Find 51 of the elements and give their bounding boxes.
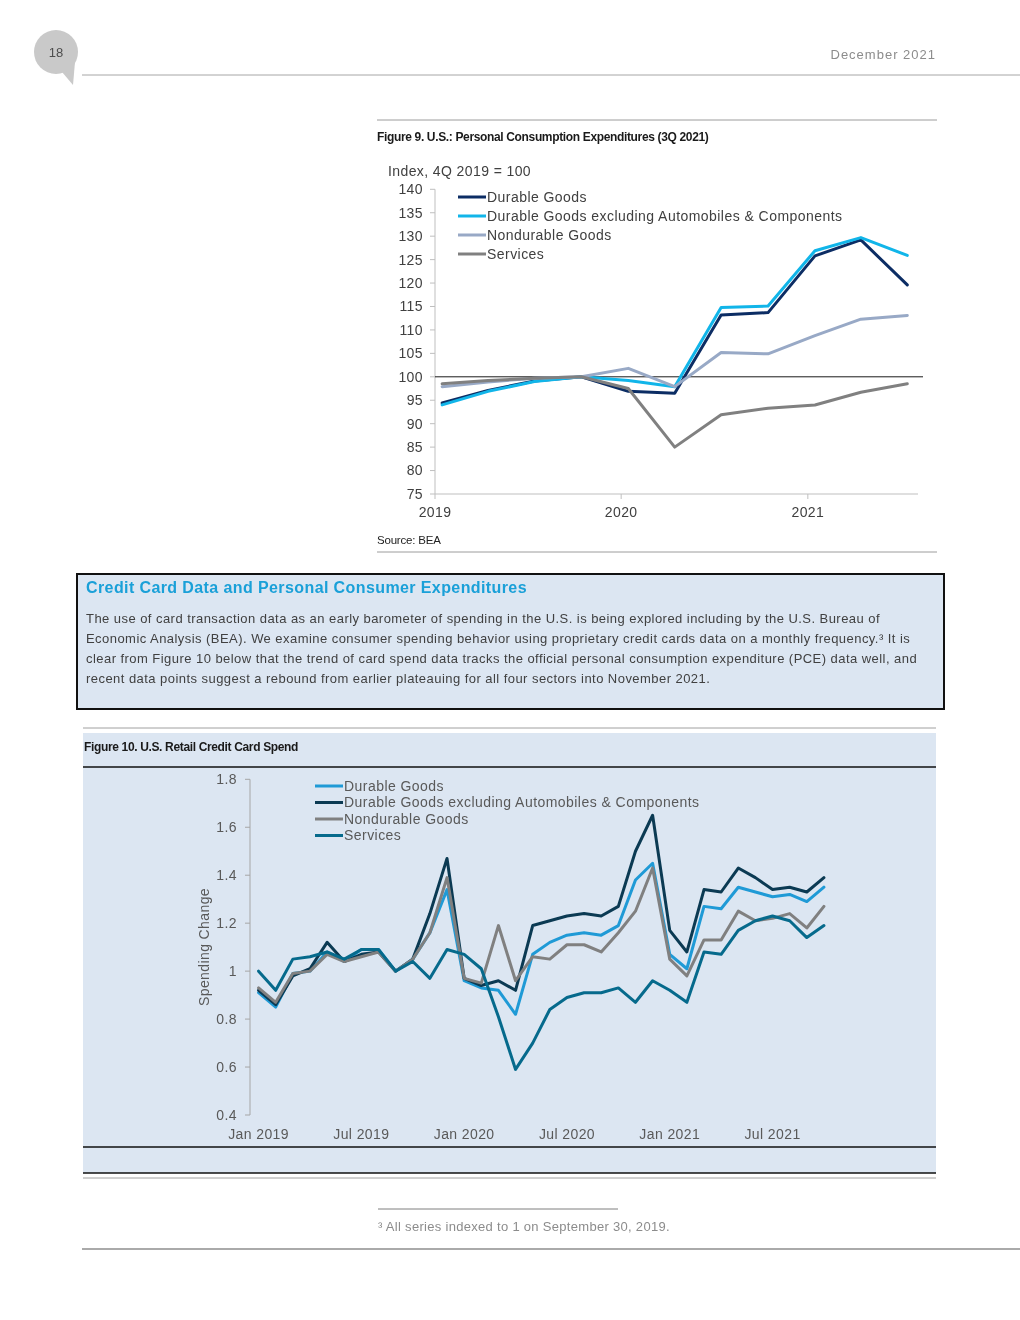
y-tick-label: 110	[399, 321, 423, 338]
legend-label: Durable Goods excluding Automobiles & Components	[487, 207, 843, 224]
y-tick-label: 95	[406, 392, 423, 409]
y-tick-label: 0.6	[216, 1058, 237, 1075]
y-tick-label: 100	[398, 368, 423, 385]
y-tick-label: 0.8	[216, 1010, 237, 1027]
y-axis-title: Spending Change	[196, 887, 212, 1007]
y-tick-label: 130	[398, 228, 423, 245]
chart-title: Figure 10. U.S. Retail Credit Card Spend	[84, 740, 299, 754]
x-tick-label: Jan 2020	[433, 1126, 495, 1142]
line-series	[257, 914, 826, 1071]
x-tick-label: Jul 2019	[333, 1126, 390, 1142]
y-tick-label: 1.2	[216, 915, 237, 932]
y-tick-label: 105	[398, 345, 423, 362]
y-tick-label: 135	[398, 204, 423, 221]
y-tick-label: 125	[398, 251, 423, 268]
y-tick-label: 1.8	[216, 771, 237, 788]
text: 18	[48, 45, 64, 60]
legend-label: Nondurable Goods	[344, 810, 469, 827]
x-tick-label: 2019	[418, 504, 452, 520]
x-tick-label: Jan 2019	[228, 1126, 289, 1142]
legend-label: Services	[487, 245, 545, 262]
y-tick-label: 80	[406, 462, 423, 479]
x-tick-label: 2020	[604, 504, 638, 520]
source-note: Source: BEA	[377, 534, 442, 546]
y-tick-label: 85	[406, 439, 423, 456]
legend-label: Durable Goods	[487, 188, 588, 205]
y-tick-label: 90	[406, 415, 423, 432]
y-axis-title: Index, 4Q 2019 = 100	[388, 163, 532, 179]
legend-label: Nondurable Goods	[487, 226, 612, 243]
y-tick-label: 140	[398, 181, 423, 198]
x-tick-label: Jan 2021	[639, 1126, 701, 1142]
x-tick-label: Jul 2021	[744, 1126, 801, 1142]
y-tick-label: 75	[406, 485, 423, 502]
legend-label: Durable Goods excluding Automobiles & Components	[344, 794, 700, 811]
chart-title: Figure 9. U.S.: Personal Consumption Expenditures (3Q 2021)	[377, 130, 709, 144]
y-tick-label: 120	[398, 274, 423, 291]
line-series	[440, 375, 909, 449]
x-tick-label: 2021	[791, 504, 825, 520]
y-tick-label: 115	[399, 298, 423, 315]
y-tick-label: 1.4	[216, 867, 237, 884]
text: Credit Card Data and Personal Consumer Expenditures	[86, 578, 528, 598]
x-tick-label: Jul 2020	[538, 1126, 596, 1142]
legend-label: Services	[344, 827, 402, 844]
y-tick-label: 1.6	[216, 819, 237, 836]
y-tick-label: 1	[228, 963, 237, 980]
legend-label: Durable Goods	[344, 777, 445, 794]
y-tick-label: 0.4	[216, 1106, 237, 1123]
text: ³ All series indexed to 1 on September 30, 2019.	[378, 1219, 670, 1234]
text: December 2021	[830, 47, 936, 62]
text: The use of card transaction data as an early barometer of spending in the U.S. is being explored including by the U.S. Bureau of Economic Analysis (BEA). We examine consumer spending behavior using proprietary credit cards data on a monthly frequency.³ It is clear from Figure 10 below that the trend of card spend data tracks the official personal consumption expenditure (PCE) data well, and recent data points suggest a rebound from earlier plateauing for all four sectors into November 2021.	[86, 610, 919, 688]
